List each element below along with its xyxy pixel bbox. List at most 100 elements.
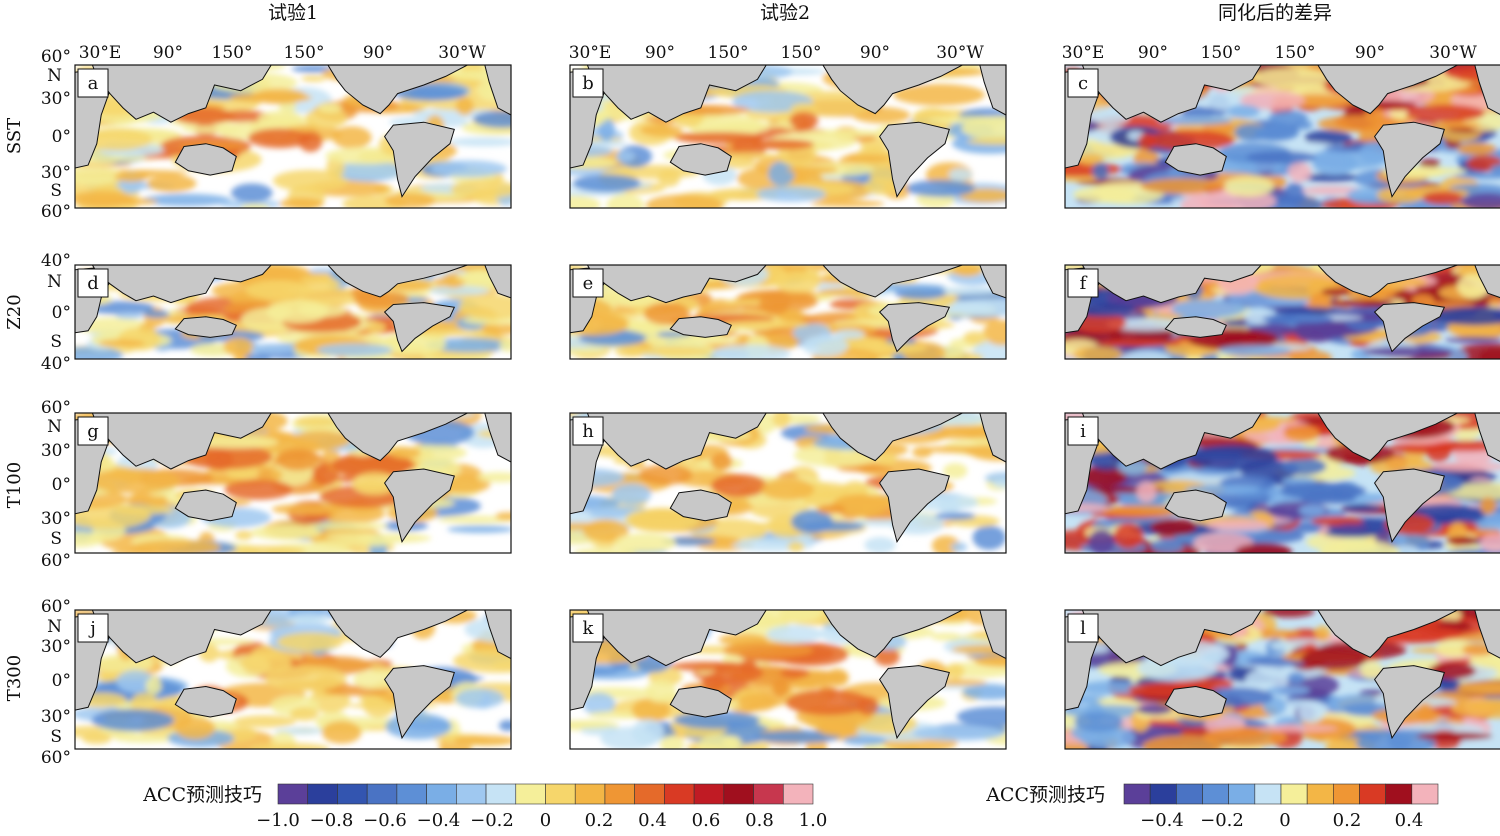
skill-patch (722, 158, 756, 169)
skill-patch (974, 655, 1006, 668)
skill-patch (390, 447, 421, 459)
skill-patch (1314, 625, 1331, 642)
landmass (1317, 65, 1458, 115)
landmass (1081, 413, 1262, 470)
landmass (383, 665, 455, 740)
colorbar-swatch (1411, 783, 1439, 805)
lat-tick: N (47, 66, 62, 86)
landmass (586, 265, 767, 304)
skill-patch (296, 304, 347, 318)
skill-patch (1311, 516, 1364, 527)
skill-patch (952, 265, 983, 277)
landmass (1474, 610, 1500, 659)
lon-tick: 30°E (79, 43, 122, 63)
landmass (1474, 65, 1500, 116)
skill-patch (287, 613, 330, 625)
skill-patch (453, 735, 511, 746)
skill-patch (570, 348, 606, 355)
colorbar-diff-ticks: −0.4 −0.2 0 0.2 0.4 (1140, 810, 1423, 831)
landmass (91, 65, 272, 123)
landmass (878, 665, 950, 740)
skill-patch (1145, 130, 1235, 151)
skill-patch (143, 310, 170, 318)
skill-patch (1073, 186, 1137, 203)
skill-patch (1376, 187, 1424, 204)
landmass (174, 143, 237, 176)
skill-patch (1301, 173, 1358, 182)
skill-patch (1362, 346, 1454, 358)
landmass (979, 265, 1006, 299)
colorbar-tick-label: −1.0 (256, 810, 300, 831)
skill-patch (588, 508, 630, 519)
lon-ticks-col3: 30°E 90° 150° 150° 90° 30°W (1062, 43, 1478, 63)
skill-patch (659, 735, 685, 749)
skill-patch (307, 522, 389, 531)
panel-letter: b (582, 73, 594, 94)
skill-patch (1252, 67, 1329, 89)
landmass (878, 468, 950, 544)
skill-patch (1252, 274, 1344, 300)
skill-patch (1405, 104, 1485, 122)
skill-patch (631, 698, 671, 722)
skill-patch (429, 285, 490, 296)
skill-patch (289, 707, 319, 721)
skill-patch (948, 168, 973, 182)
lon-ticks-col1: 30°E 90° 150° 150° 90° 30°W (79, 43, 487, 63)
skill-patch (1360, 661, 1384, 680)
lon-tick: 150° (212, 43, 253, 63)
landmass (1164, 143, 1227, 176)
colorbar-swatch (1123, 783, 1151, 805)
skill-patch (844, 154, 891, 163)
skill-patch (928, 116, 1006, 124)
landmass (484, 265, 511, 299)
skill-patch (722, 642, 814, 659)
skill-patch (817, 504, 846, 515)
skill-patch (1136, 704, 1173, 715)
landmass (383, 302, 456, 353)
skill-patch (786, 166, 839, 174)
skill-patch (691, 123, 770, 134)
skill-patch (1078, 680, 1146, 695)
lon-tick: 150° (284, 43, 325, 63)
landmass (91, 413, 272, 470)
skill-patch (116, 669, 155, 693)
panel-letter-box (572, 613, 604, 643)
map-frame (74, 609, 512, 750)
skill-patch (611, 483, 652, 506)
lat-ticks-row4: 60° N 30° 0° 30° S 60° (41, 597, 71, 768)
landmass (669, 685, 732, 718)
skill-patch (1341, 504, 1382, 512)
panel-letter-box (1067, 268, 1099, 298)
skill-patch (582, 692, 616, 716)
landmass (669, 489, 732, 522)
skill-patch (1227, 104, 1260, 118)
skill-patch (1319, 540, 1400, 553)
skill-patch (317, 102, 343, 113)
landmass (1373, 121, 1445, 198)
colorbar-tick-label: −0.8 (310, 810, 354, 831)
skill-patch (1193, 532, 1254, 553)
lat-tick: S (50, 727, 62, 747)
skill-patch (226, 470, 258, 480)
skill-patch (780, 668, 810, 679)
skill-patch (75, 190, 134, 208)
landmass (1164, 685, 1227, 718)
skill-patch (817, 720, 860, 737)
skill-patch (455, 97, 474, 116)
skill-patch (229, 92, 313, 103)
landmass (822, 65, 963, 115)
lat-tick: 60° (41, 748, 71, 768)
panel-letter-box (1067, 416, 1099, 446)
landmass (91, 265, 272, 304)
skill-patch (1301, 186, 1362, 195)
skill-patch (145, 677, 162, 695)
skill-patch (98, 339, 146, 348)
skill-patch (316, 343, 393, 357)
landmass (878, 302, 951, 353)
skill-patch (1096, 339, 1182, 347)
panel-letter: l (1080, 618, 1086, 639)
lon-tick: 30°E (569, 43, 612, 63)
skill-patch (864, 536, 896, 553)
skill-patch (615, 150, 636, 163)
